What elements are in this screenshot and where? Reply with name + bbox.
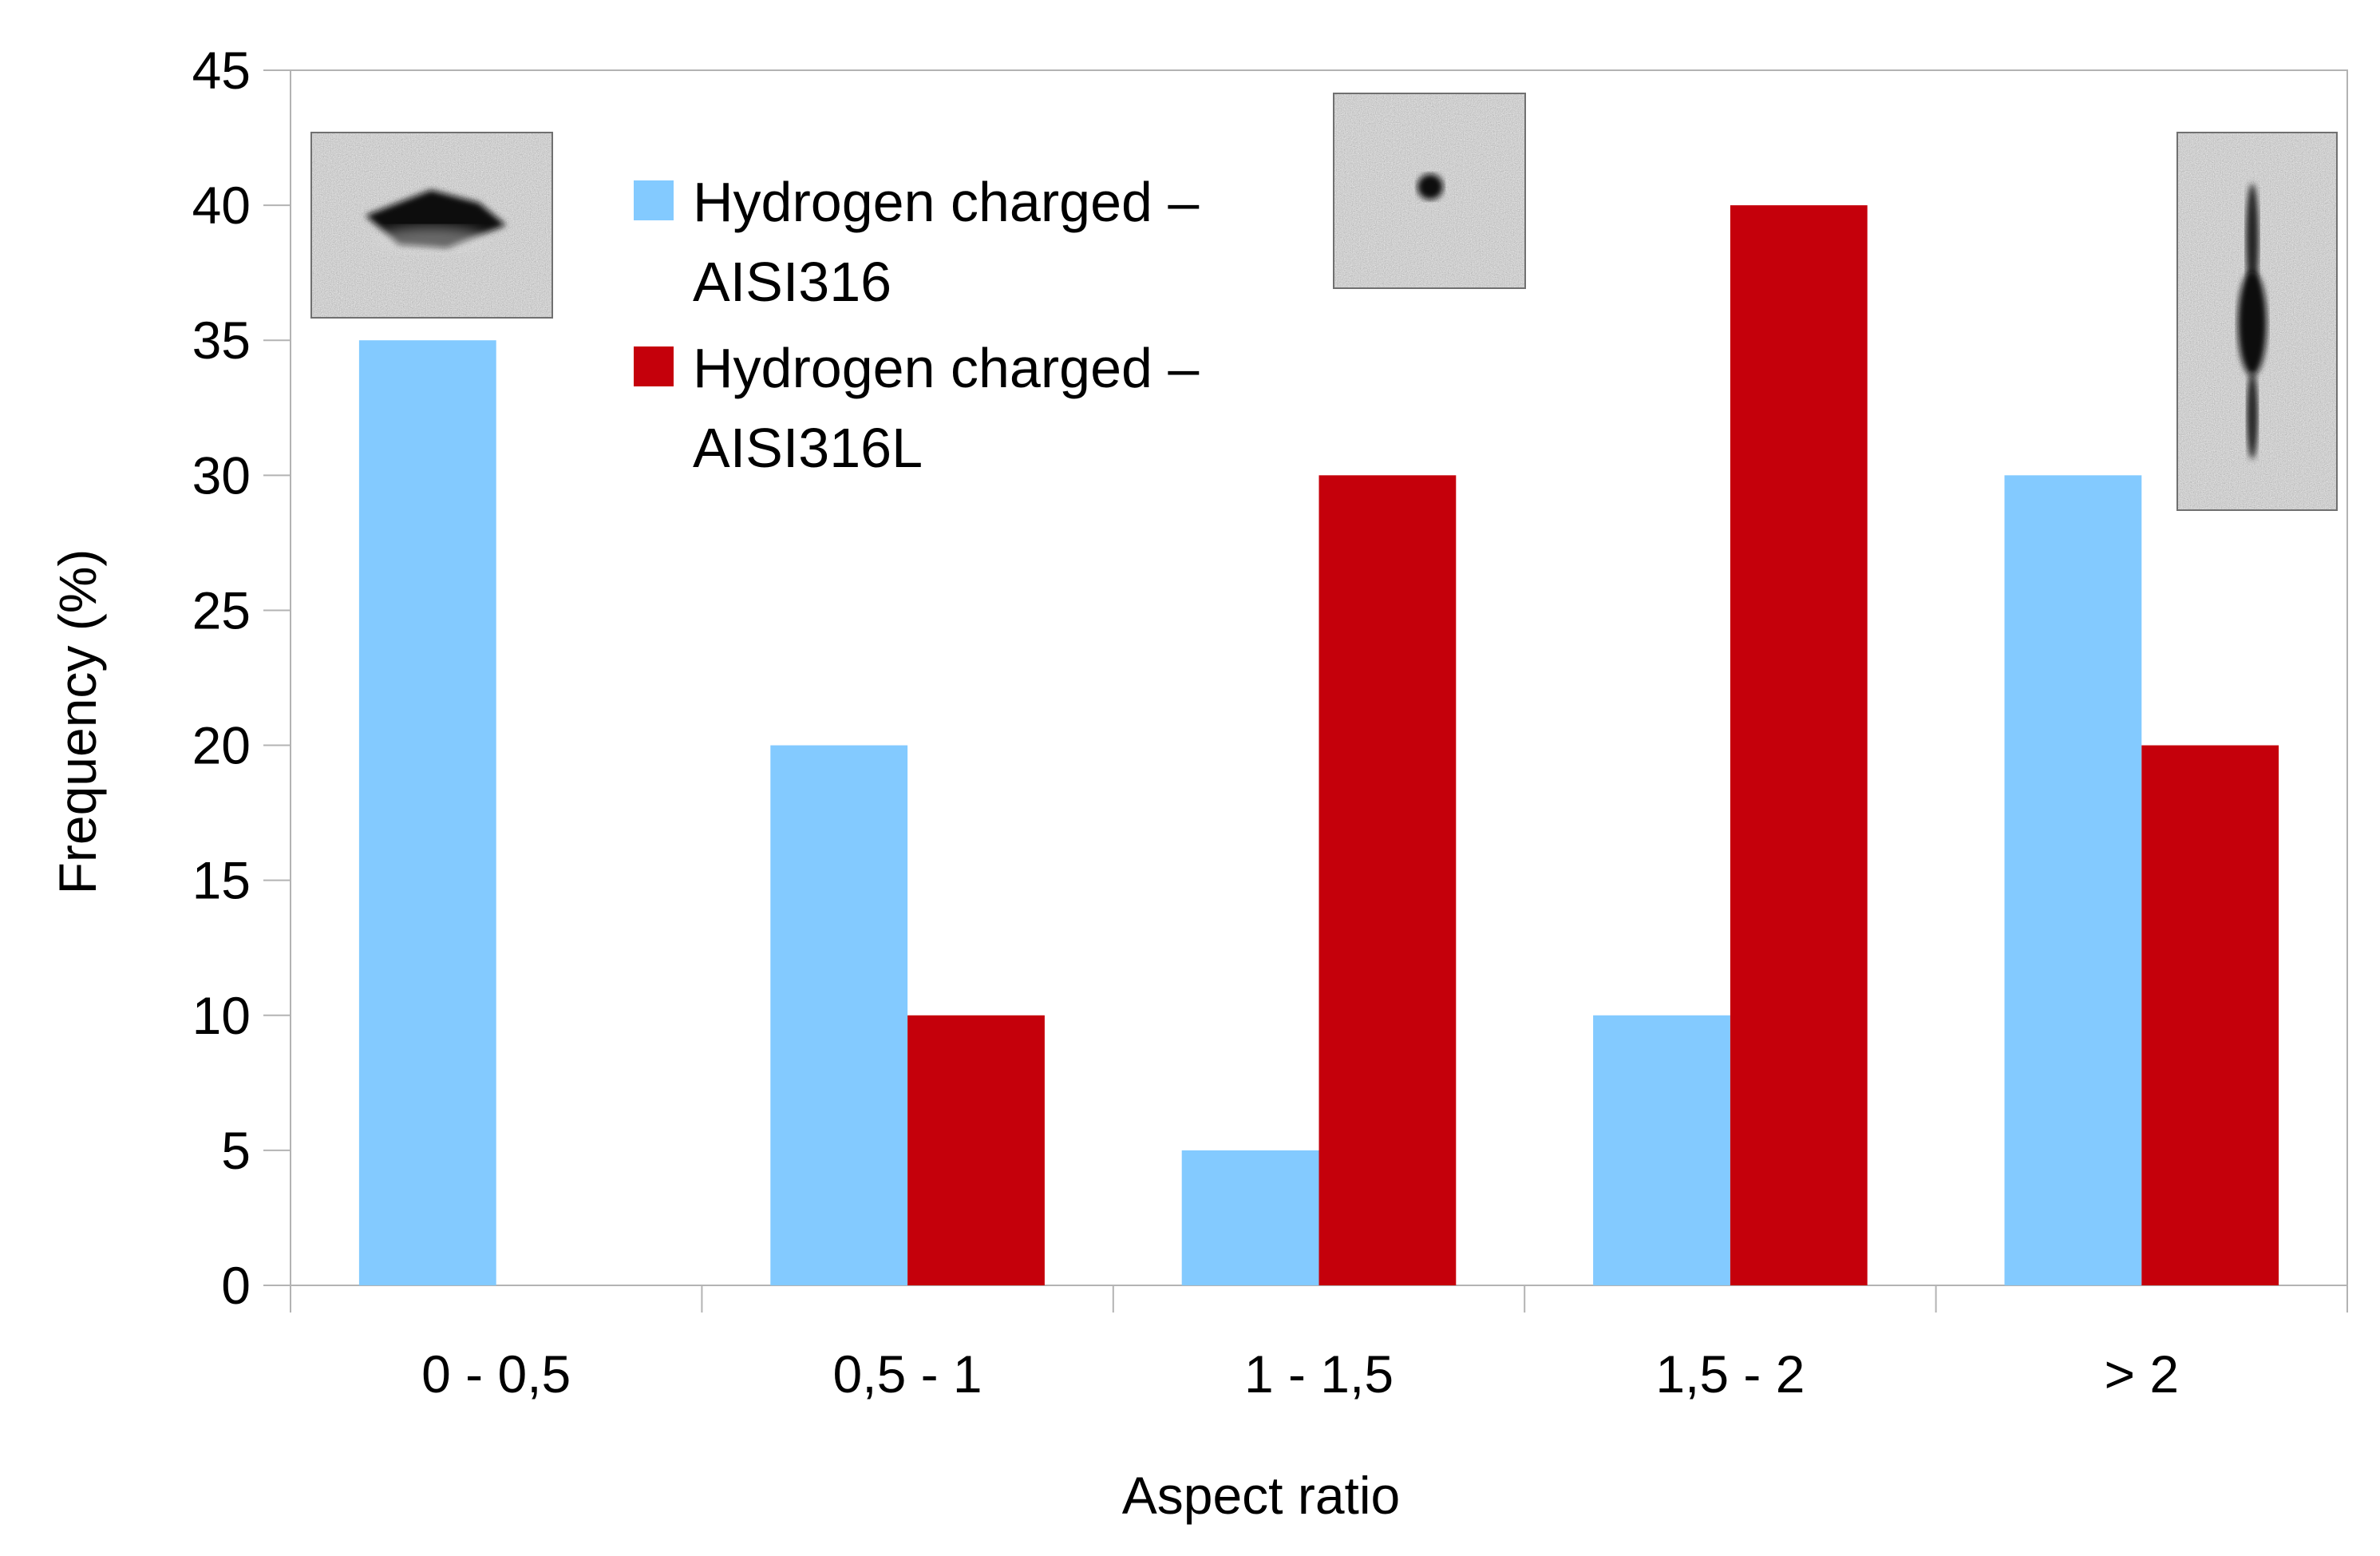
legend-label-aisi316-line1: Hydrogen charged – <box>693 171 1199 233</box>
bar-series-0-4 <box>2004 475 2142 1285</box>
y-tick-label: 25 <box>192 580 251 639</box>
y-tick-label: 15 <box>192 851 251 910</box>
x-tick-label: > 2 <box>2105 1344 2180 1404</box>
bars <box>358 205 2279 1286</box>
legend-swatch-aisi316l <box>634 346 674 386</box>
y-tick-label: 5 <box>221 1121 251 1180</box>
y-tick-label: 45 <box>192 41 251 100</box>
inset-round-inclusion <box>1333 93 1526 289</box>
x-axis-title: Aspect ratio <box>1122 1466 1401 1525</box>
x-tick-label: 1,5 - 2 <box>1655 1344 1805 1404</box>
bar-series-1-1 <box>907 1015 1045 1285</box>
legend: Hydrogen charged – AISI316 Hydrogen char… <box>634 171 1199 479</box>
x-tick-label: 0 - 0,5 <box>421 1344 571 1404</box>
y-tick-label: 10 <box>192 986 251 1045</box>
x-axis: 0 - 0,5 0,5 - 1 1 - 1,5 1,5 - 2 > 2 <box>290 1285 2348 1404</box>
bar-series-0-0 <box>358 340 496 1286</box>
y-tick-label: 0 <box>221 1256 251 1315</box>
bar-series-1-2 <box>1318 475 1457 1285</box>
x-tick-label: 0,5 - 1 <box>833 1344 982 1404</box>
inset-diamond-inclusion <box>310 132 553 319</box>
y-tick-label: 35 <box>192 311 251 370</box>
y-tick-label: 30 <box>192 445 251 505</box>
y-axis: 0 5 10 15 20 25 30 35 40 45 <box>192 41 291 1315</box>
legend-label-aisi316-line2: AISI316 <box>693 251 892 313</box>
y-tick-label: 20 <box>192 716 251 775</box>
bar-series-0-2 <box>1181 1150 1319 1285</box>
bar-series-0-1 <box>770 745 908 1285</box>
y-tick-label: 40 <box>192 176 251 235</box>
y-axis-title: Frequency (%) <box>48 549 107 895</box>
legend-label-aisi316l-line1: Hydrogen charged – <box>693 337 1199 399</box>
legend-swatch-aisi316 <box>634 180 674 220</box>
legend-label-aisi316l-line2: AISI316L <box>693 417 923 479</box>
bar-series-0-3 <box>1593 1015 1730 1285</box>
bar-series-1-3 <box>1730 205 1868 1286</box>
x-tick-label: 1 - 1,5 <box>1244 1344 1394 1404</box>
bar-series-1-4 <box>2141 745 2279 1285</box>
inset-elongated-inclusion <box>2176 132 2338 511</box>
